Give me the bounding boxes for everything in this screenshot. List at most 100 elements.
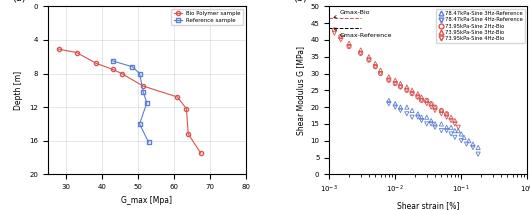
Point bbox=[385, 79, 393, 82]
Point bbox=[371, 62, 379, 65]
Point bbox=[447, 119, 455, 122]
Point bbox=[457, 139, 465, 142]
Point bbox=[337, 38, 345, 42]
Point bbox=[357, 52, 365, 55]
Point bbox=[371, 65, 379, 68]
Point bbox=[365, 55, 373, 58]
Point bbox=[443, 112, 451, 116]
Point bbox=[450, 136, 459, 139]
Point bbox=[422, 99, 431, 102]
Point bbox=[403, 89, 411, 92]
Legend: 78.47kPa-Sine 3Hz-Reference, 78.47kPa-Sine 4Hz-Reference, 73.95kPa-Sine 2Hz-Bio,: 78.47kPa-Sine 3Hz-Reference, 78.47kPa-Si… bbox=[436, 9, 525, 43]
Point bbox=[417, 99, 426, 102]
Point bbox=[443, 126, 451, 129]
Point bbox=[450, 122, 459, 126]
Point bbox=[376, 68, 385, 72]
Point bbox=[391, 102, 400, 105]
Point bbox=[443, 116, 451, 119]
Point bbox=[345, 45, 354, 48]
Point bbox=[465, 139, 473, 142]
Point bbox=[403, 112, 411, 116]
Point bbox=[391, 82, 400, 85]
Point bbox=[447, 132, 455, 136]
Point bbox=[437, 129, 446, 132]
Point bbox=[447, 116, 455, 119]
Point bbox=[469, 146, 477, 149]
Y-axis label: Shear Modulus G [MPa]: Shear Modulus G [MPa] bbox=[296, 46, 305, 135]
Point bbox=[376, 72, 385, 75]
Point bbox=[396, 109, 405, 112]
Point bbox=[337, 35, 345, 38]
Point bbox=[427, 122, 436, 126]
Point bbox=[365, 58, 373, 62]
Point bbox=[437, 122, 446, 126]
Point bbox=[431, 105, 439, 109]
Point bbox=[460, 136, 469, 139]
Point bbox=[474, 152, 482, 156]
Point bbox=[337, 35, 345, 38]
Point bbox=[408, 92, 417, 95]
Point bbox=[330, 32, 339, 35]
Legend: Bio Polymer sample, Reference sample: Bio Polymer sample, Reference sample bbox=[171, 9, 243, 25]
Point bbox=[385, 75, 393, 79]
Point bbox=[437, 112, 446, 116]
Point bbox=[330, 28, 339, 31]
Point bbox=[431, 105, 439, 109]
Point bbox=[408, 109, 417, 112]
Point bbox=[376, 72, 385, 75]
Point bbox=[403, 89, 411, 92]
Point bbox=[454, 126, 463, 129]
Point bbox=[408, 92, 417, 95]
Point bbox=[408, 116, 417, 119]
Point bbox=[403, 85, 411, 89]
Point bbox=[450, 119, 459, 122]
Point bbox=[422, 116, 431, 119]
Point bbox=[437, 109, 446, 112]
Point bbox=[474, 146, 482, 149]
Point bbox=[417, 99, 426, 102]
Point bbox=[454, 129, 463, 132]
Point bbox=[462, 142, 471, 146]
Point bbox=[396, 82, 405, 85]
X-axis label: G_max [Mpa]: G_max [Mpa] bbox=[121, 196, 172, 205]
Point bbox=[417, 95, 426, 99]
Point bbox=[417, 119, 426, 122]
Point bbox=[443, 112, 451, 116]
Point bbox=[413, 116, 422, 119]
Point bbox=[422, 102, 431, 105]
Point bbox=[437, 109, 446, 112]
Point bbox=[427, 102, 436, 105]
Point bbox=[443, 129, 451, 132]
Point bbox=[396, 85, 405, 89]
Point bbox=[422, 122, 431, 126]
X-axis label: Shear strain [%]: Shear strain [%] bbox=[397, 201, 460, 210]
Point bbox=[396, 105, 405, 109]
Point bbox=[431, 109, 439, 112]
Point bbox=[469, 142, 477, 146]
Point bbox=[396, 85, 405, 89]
Y-axis label: Depth [m]: Depth [m] bbox=[14, 71, 23, 110]
Text: Gmax-Bio: Gmax-Bio bbox=[334, 10, 370, 18]
Point bbox=[371, 65, 379, 68]
Point bbox=[427, 119, 436, 122]
Point bbox=[391, 79, 400, 82]
Point bbox=[385, 102, 393, 105]
Point bbox=[413, 92, 422, 95]
Point bbox=[365, 58, 373, 62]
Point bbox=[345, 45, 354, 48]
Point bbox=[431, 122, 439, 126]
Point bbox=[403, 105, 411, 109]
Point bbox=[427, 102, 436, 105]
Point bbox=[417, 116, 426, 119]
Point bbox=[413, 95, 422, 99]
Point bbox=[357, 52, 365, 55]
Text: (a): (a) bbox=[12, 0, 25, 3]
Point bbox=[422, 99, 431, 102]
Point bbox=[457, 132, 465, 136]
Point bbox=[345, 42, 354, 45]
Point bbox=[431, 126, 439, 129]
Point bbox=[385, 99, 393, 102]
Text: (b): (b) bbox=[294, 0, 307, 3]
Point bbox=[413, 95, 422, 99]
Point bbox=[385, 79, 393, 82]
